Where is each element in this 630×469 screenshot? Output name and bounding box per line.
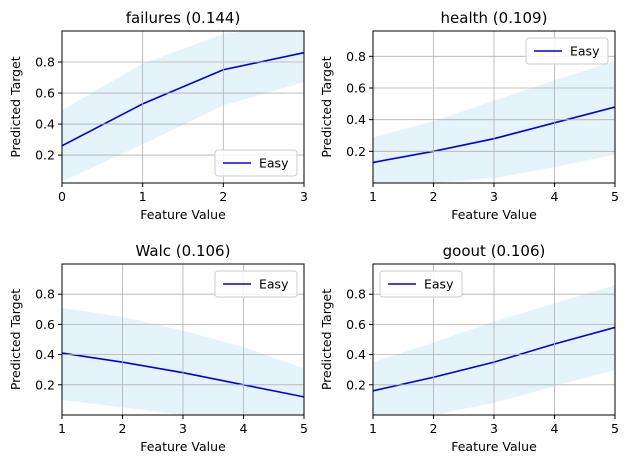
x-tick-label: 3 — [300, 189, 308, 204]
y-tick-label: 0.4 — [346, 347, 366, 362]
legend-box — [214, 149, 298, 177]
x-axis-label: Feature Value — [140, 207, 226, 222]
y-tick-label: 0.8 — [35, 287, 55, 302]
subplot-4: 1 2 3 4 5 0.2 0.4 0.6 0.8 goout (0.106) Feature Va… — [319, 242, 619, 454]
x-tick-label: 2 — [430, 421, 438, 436]
x-tick-label: 4 — [240, 421, 248, 436]
x-tick-label: 2 — [119, 421, 127, 436]
y-tick-label: 0.4 — [35, 117, 55, 132]
legend: Easy — [379, 270, 463, 298]
y-tick-label: 0.6 — [35, 317, 55, 332]
x-tick-label: 3 — [179, 421, 187, 436]
x-tick-label: 2 — [430, 189, 438, 204]
y-axis-label: Predicted Target — [8, 289, 23, 390]
legend: Easy — [525, 37, 609, 65]
chart-title: Walc (0.106) — [136, 242, 231, 260]
x-tick-label: 1 — [139, 189, 147, 204]
legend: Easy — [214, 149, 298, 177]
legend: Easy — [214, 270, 298, 298]
x-tick-label: 5 — [611, 189, 619, 204]
x-tick-label: 0 — [58, 189, 66, 204]
axes-frame — [61, 30, 305, 184]
x-tick-label: 3 — [490, 421, 498, 436]
legend-box — [379, 270, 463, 298]
x-tick-label: 4 — [551, 421, 559, 436]
subplot-3: 1 2 3 4 5 0.2 0.4 0.6 0.8 Walc (0.106) Feature Val… — [8, 242, 308, 454]
y-axis-label: Predicted Target — [319, 56, 334, 157]
y-axis-label: Predicted Target — [8, 56, 23, 157]
x-tick-label: 2 — [219, 189, 227, 204]
y-tick-label: 0.2 — [35, 377, 55, 392]
chart-title: goout (0.106) — [443, 242, 546, 260]
subplot-1: 0 1 2 3 0.2 0.4 0.6 0.8 failures (0.144) Feature … — [8, 9, 308, 222]
confidence-band — [62, 31, 304, 182]
x-tick-label: 1 — [369, 189, 377, 204]
y-tick-label: 0.4 — [346, 112, 366, 127]
chart-title: health (0.109) — [441, 9, 548, 27]
legend-box — [214, 270, 298, 298]
y-tick-label: 0.2 — [346, 144, 366, 159]
y-axis-label: Predicted Target — [319, 289, 334, 390]
subplot-2: 1 2 3 4 5 0.2 0.4 0.6 0.8 health (0.109) Feature V… — [319, 9, 619, 222]
x-axis-label: Feature Value — [451, 439, 537, 454]
legend-label: Easy — [570, 44, 600, 59]
y-tick-label: 0.6 — [346, 317, 366, 332]
chart-title: failures (0.144) — [126, 9, 241, 27]
y-tick-label: 0.8 — [35, 55, 55, 70]
x-axis-label: Feature Value — [451, 207, 537, 222]
y-tick-label: 0.8 — [346, 287, 366, 302]
legend-label: Easy — [424, 277, 454, 292]
y-tick-label: 0.8 — [346, 49, 366, 64]
x-tick-label: 5 — [611, 421, 619, 436]
x-axis-label: Feature Value — [140, 439, 226, 454]
x-tick-label: 1 — [58, 421, 66, 436]
x-tick-label: 3 — [490, 189, 498, 204]
y-tick-label: 0.4 — [35, 347, 55, 362]
x-tick-label: 1 — [369, 421, 377, 436]
legend-label: Easy — [259, 277, 289, 292]
legend-box — [525, 37, 609, 65]
y-tick-label: 0.6 — [35, 86, 55, 101]
y-tick-label: 0.6 — [346, 81, 366, 96]
series-line — [62, 51, 304, 147]
x-tick-label: 5 — [300, 421, 308, 436]
y-tick-label: 0.2 — [346, 377, 366, 392]
y-tick-label: 0.2 — [35, 148, 55, 163]
legend-label: Easy — [259, 156, 289, 171]
x-tick-label: 4 — [551, 189, 559, 204]
